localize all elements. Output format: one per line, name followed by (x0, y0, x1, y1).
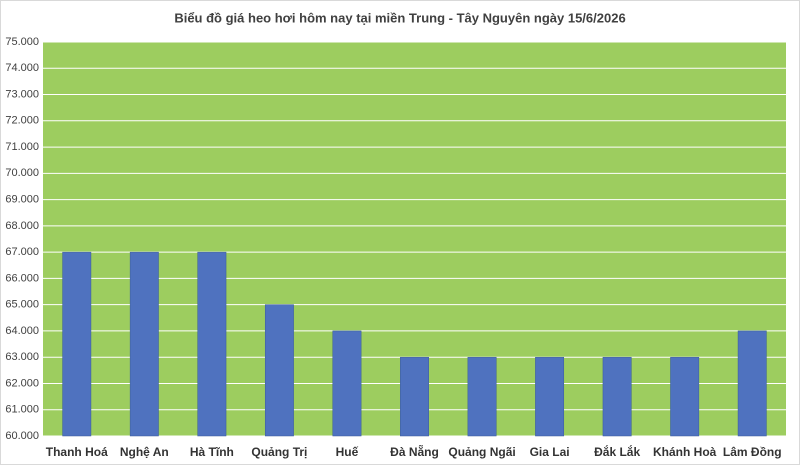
bar (467, 356, 497, 437)
bar (62, 251, 92, 437)
y-tick-label: 70.000 (5, 167, 39, 179)
y-tick-label: 75.000 (5, 36, 39, 48)
y-tick-label: 63.000 (5, 351, 39, 363)
bar (602, 356, 632, 437)
bar (670, 356, 700, 437)
y-tick-label: 74.000 (5, 62, 39, 74)
y-tick-label: 69.000 (5, 194, 39, 206)
y-tick-label: 65.000 (5, 299, 39, 311)
y-tick-label: 72.000 (5, 115, 39, 127)
x-tick-label: Gia Lai (530, 445, 570, 459)
bar (129, 251, 159, 437)
x-tick-label: Quảng Ngãi (448, 445, 515, 459)
bar (264, 304, 294, 437)
x-tick-label: Lâm Đồng (723, 445, 782, 459)
y-tick-label: 60.000 (5, 430, 39, 442)
x-tick-label: Khánh Hoà (653, 445, 717, 459)
x-tick-label: Quảng Trị (251, 445, 307, 459)
x-tick-label: Đắk Lắk (594, 444, 640, 459)
y-tick-label: 67.000 (5, 246, 39, 258)
y-tick-label: 71.000 (5, 141, 39, 153)
y-tick-label: 68.000 (5, 220, 39, 232)
y-tick-label: 66.000 (5, 272, 39, 284)
y-tick-label: 62.000 (5, 377, 39, 389)
bar (197, 251, 227, 437)
y-tick-label: 73.000 (5, 88, 39, 100)
x-tick-label: Hà Tĩnh (190, 445, 234, 459)
bar (535, 356, 565, 437)
y-tick-label: 64.000 (5, 325, 39, 337)
bar (737, 330, 767, 437)
bar (400, 356, 429, 437)
x-tick-label: Đà Nẵng (390, 444, 439, 459)
y-tick-label: 61.000 (5, 404, 39, 416)
x-tick-label: Huế (336, 445, 359, 459)
chart-title: Biểu đồ giá heo hơi hôm nay tại miền Tru… (174, 10, 625, 25)
x-tick-label: Thanh Hoá (46, 445, 108, 459)
bar (332, 330, 362, 437)
x-tick-label: Nghệ An (120, 445, 169, 459)
